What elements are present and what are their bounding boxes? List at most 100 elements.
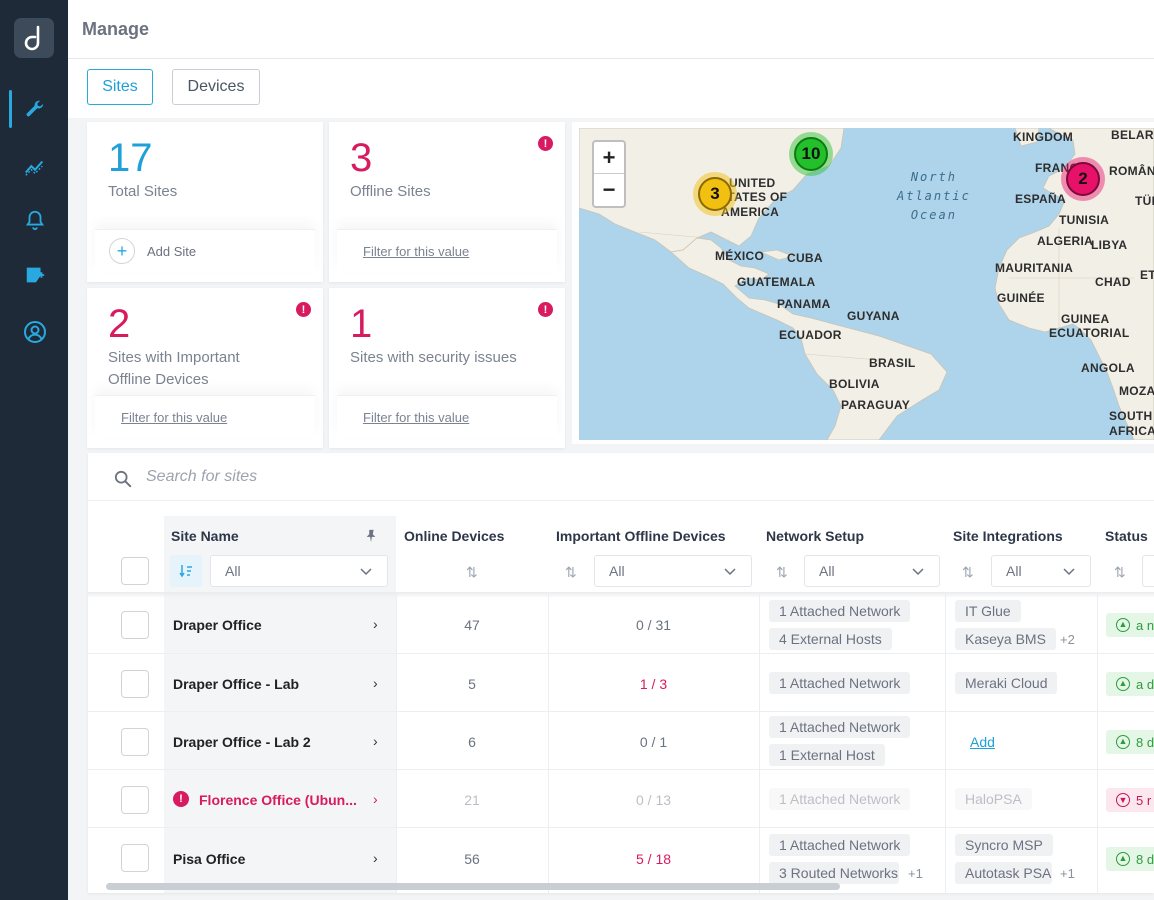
map-label: KINGDOM bbox=[1013, 130, 1074, 144]
chevron-right-icon[interactable]: › bbox=[373, 675, 378, 691]
zoom-in-button[interactable]: + bbox=[594, 142, 624, 174]
add-site-button[interactable]: + Add Site bbox=[109, 238, 196, 264]
more-integrations-count[interactable]: +2 bbox=[1060, 632, 1075, 647]
add-integration-link[interactable]: Add bbox=[970, 734, 995, 750]
chevron-right-icon[interactable]: › bbox=[373, 791, 378, 807]
nav-tickets-icon[interactable] bbox=[18, 258, 52, 292]
chevron-down-icon bbox=[724, 568, 736, 576]
sort-icon[interactable]: ⇅ bbox=[962, 564, 974, 580]
nav-account-user-circle-icon[interactable] bbox=[18, 315, 52, 349]
row-checkbox[interactable] bbox=[121, 611, 149, 639]
pin-icon[interactable] bbox=[364, 529, 378, 543]
alert-exclamation-icon: ! bbox=[538, 302, 553, 317]
status-up-icon: ▲ bbox=[1116, 735, 1130, 749]
chevron-down-icon bbox=[912, 568, 924, 576]
site-name[interactable]: Draper Office bbox=[173, 617, 262, 633]
table-row[interactable]: Draper Office - Lab 2 › 6 0 / 1 1 Attach… bbox=[88, 712, 1154, 770]
sort-descending-icon[interactable] bbox=[170, 555, 202, 587]
sort-icon[interactable]: ⇅ bbox=[776, 564, 788, 580]
filter-value: All bbox=[225, 563, 241, 579]
status-text: 8 d bbox=[1136, 851, 1154, 867]
table-row[interactable]: ! Florence Office (Ubun... › 21 0 / 13 1… bbox=[88, 770, 1154, 828]
map-label: ET bbox=[1140, 268, 1154, 282]
sites-map[interactable]: KINGDOM BELARU FRANCE ROMÂNIA ESPAÑA TÜR… bbox=[579, 128, 1154, 440]
status-up-icon: ▲ bbox=[1116, 677, 1130, 691]
table-row[interactable]: Pisa Office › 56 5 / 18 1 Attached Netwo… bbox=[88, 828, 1154, 886]
card-footer: Filter for this value bbox=[337, 229, 557, 272]
site-name-filter-select[interactable]: All bbox=[210, 555, 388, 587]
sort-icon[interactable]: ⇅ bbox=[466, 564, 478, 580]
search-bar bbox=[88, 453, 1154, 501]
header-divider bbox=[68, 58, 1154, 59]
zoom-out-button[interactable]: − bbox=[602, 177, 616, 202]
important-offline-filter-select[interactable]: All bbox=[594, 555, 752, 587]
column-header-status[interactable]: Status bbox=[1105, 528, 1148, 544]
cluster-count: 10 bbox=[794, 137, 828, 171]
column-header-online-devices[interactable]: Online Devices bbox=[404, 528, 505, 544]
map-cluster-marker[interactable]: 2 bbox=[1061, 157, 1105, 201]
filter-security-issues-link[interactable]: Filter for this value bbox=[363, 409, 470, 425]
map-label: GUINÉE bbox=[997, 291, 1045, 305]
map-label: GUINEA bbox=[1061, 312, 1110, 326]
map-cluster-marker[interactable]: 3 bbox=[693, 172, 737, 216]
sort-icon[interactable]: ⇅ bbox=[565, 564, 577, 580]
network-pill: 1 Attached Network bbox=[769, 672, 911, 694]
column-header-site-name[interactable]: Site Name bbox=[171, 528, 239, 544]
network-pill: 1 External Host bbox=[769, 744, 885, 766]
chevron-right-icon[interactable]: › bbox=[373, 850, 378, 866]
status-filter-select[interactable] bbox=[1142, 555, 1154, 587]
app-logo[interactable] bbox=[14, 18, 54, 58]
page-title: Manage bbox=[82, 19, 150, 39]
row-checkbox[interactable] bbox=[121, 670, 149, 698]
map-cluster-marker[interactable]: 10 bbox=[789, 132, 833, 176]
filter-important-offline-link[interactable]: Filter for this value bbox=[121, 409, 228, 425]
row-checkbox[interactable] bbox=[121, 728, 149, 756]
site-name[interactable]: Draper Office - Lab 2 bbox=[173, 734, 311, 750]
more-integrations-count[interactable]: +1 bbox=[1060, 866, 1075, 881]
card-footer: Filter for this value bbox=[337, 395, 557, 438]
map-label: LIBYA bbox=[1091, 238, 1128, 252]
integrations-filter-select[interactable]: All bbox=[991, 555, 1091, 587]
chevron-right-icon[interactable]: › bbox=[373, 733, 378, 749]
chevron-right-icon[interactable]: › bbox=[373, 616, 378, 632]
more-networks-count[interactable]: +1 bbox=[908, 866, 923, 881]
site-name[interactable]: Pisa Office bbox=[173, 851, 246, 867]
row-checkbox[interactable] bbox=[121, 786, 149, 814]
online-devices-value: 21 bbox=[464, 792, 480, 808]
table-row[interactable]: Draper Office › 47 0 / 31 1 Attached Net… bbox=[88, 596, 1154, 654]
map-label: SOUTH bbox=[1109, 409, 1153, 423]
tab-sites[interactable]: Sites bbox=[87, 69, 153, 105]
search-input[interactable] bbox=[146, 468, 546, 486]
status-text: a n bbox=[1136, 617, 1154, 633]
map-label: PARAGUAY bbox=[841, 398, 911, 412]
ocean-label-line: Ocean bbox=[910, 208, 957, 222]
status-up-icon: ▲ bbox=[1116, 618, 1130, 632]
tab-devices[interactable]: Devices bbox=[172, 69, 260, 105]
sort-icon[interactable]: ⇅ bbox=[1114, 564, 1126, 580]
map-label: GUATEMALA bbox=[737, 275, 816, 289]
horizontal-scrollbar[interactable] bbox=[106, 883, 840, 890]
network-setup-filter-select[interactable]: All bbox=[804, 555, 940, 587]
map-label: BRASIL bbox=[869, 356, 916, 370]
nav-manage-wrench-icon[interactable] bbox=[18, 92, 52, 126]
column-header-network-setup[interactable]: Network Setup bbox=[766, 528, 865, 544]
ocean-label-line: North bbox=[910, 170, 957, 184]
add-site-label: Add Site bbox=[147, 243, 197, 259]
select-all-checkbox[interactable] bbox=[121, 557, 149, 585]
integration-pill: Kaseya BMS bbox=[955, 628, 1056, 650]
table-row[interactable]: Draper Office - Lab › 5 1 / 3 1 Attached… bbox=[88, 654, 1154, 712]
row-checkbox[interactable] bbox=[121, 844, 149, 872]
nav-alerts-bell-icon[interactable] bbox=[18, 203, 52, 237]
stat-card-total-sites: 17 Total Sites + Add Site bbox=[87, 122, 323, 282]
search-icon bbox=[114, 470, 132, 488]
map-label: CHAD bbox=[1095, 275, 1131, 289]
site-name[interactable]: Draper Office - Lab bbox=[173, 676, 300, 692]
column-header-important-offline[interactable]: Important Offline Devices bbox=[556, 528, 726, 544]
site-name[interactable]: Florence Office (Ubun... bbox=[199, 792, 357, 808]
nav-analytics-icon[interactable] bbox=[18, 150, 52, 184]
chevron-down-icon bbox=[360, 568, 372, 576]
security-issues-label: Sites with security issues bbox=[350, 349, 517, 366]
column-header-site-integrations[interactable]: Site Integrations bbox=[953, 528, 1063, 544]
map-label: ANGOLA bbox=[1081, 361, 1135, 375]
filter-offline-sites-link[interactable]: Filter for this value bbox=[363, 243, 470, 259]
